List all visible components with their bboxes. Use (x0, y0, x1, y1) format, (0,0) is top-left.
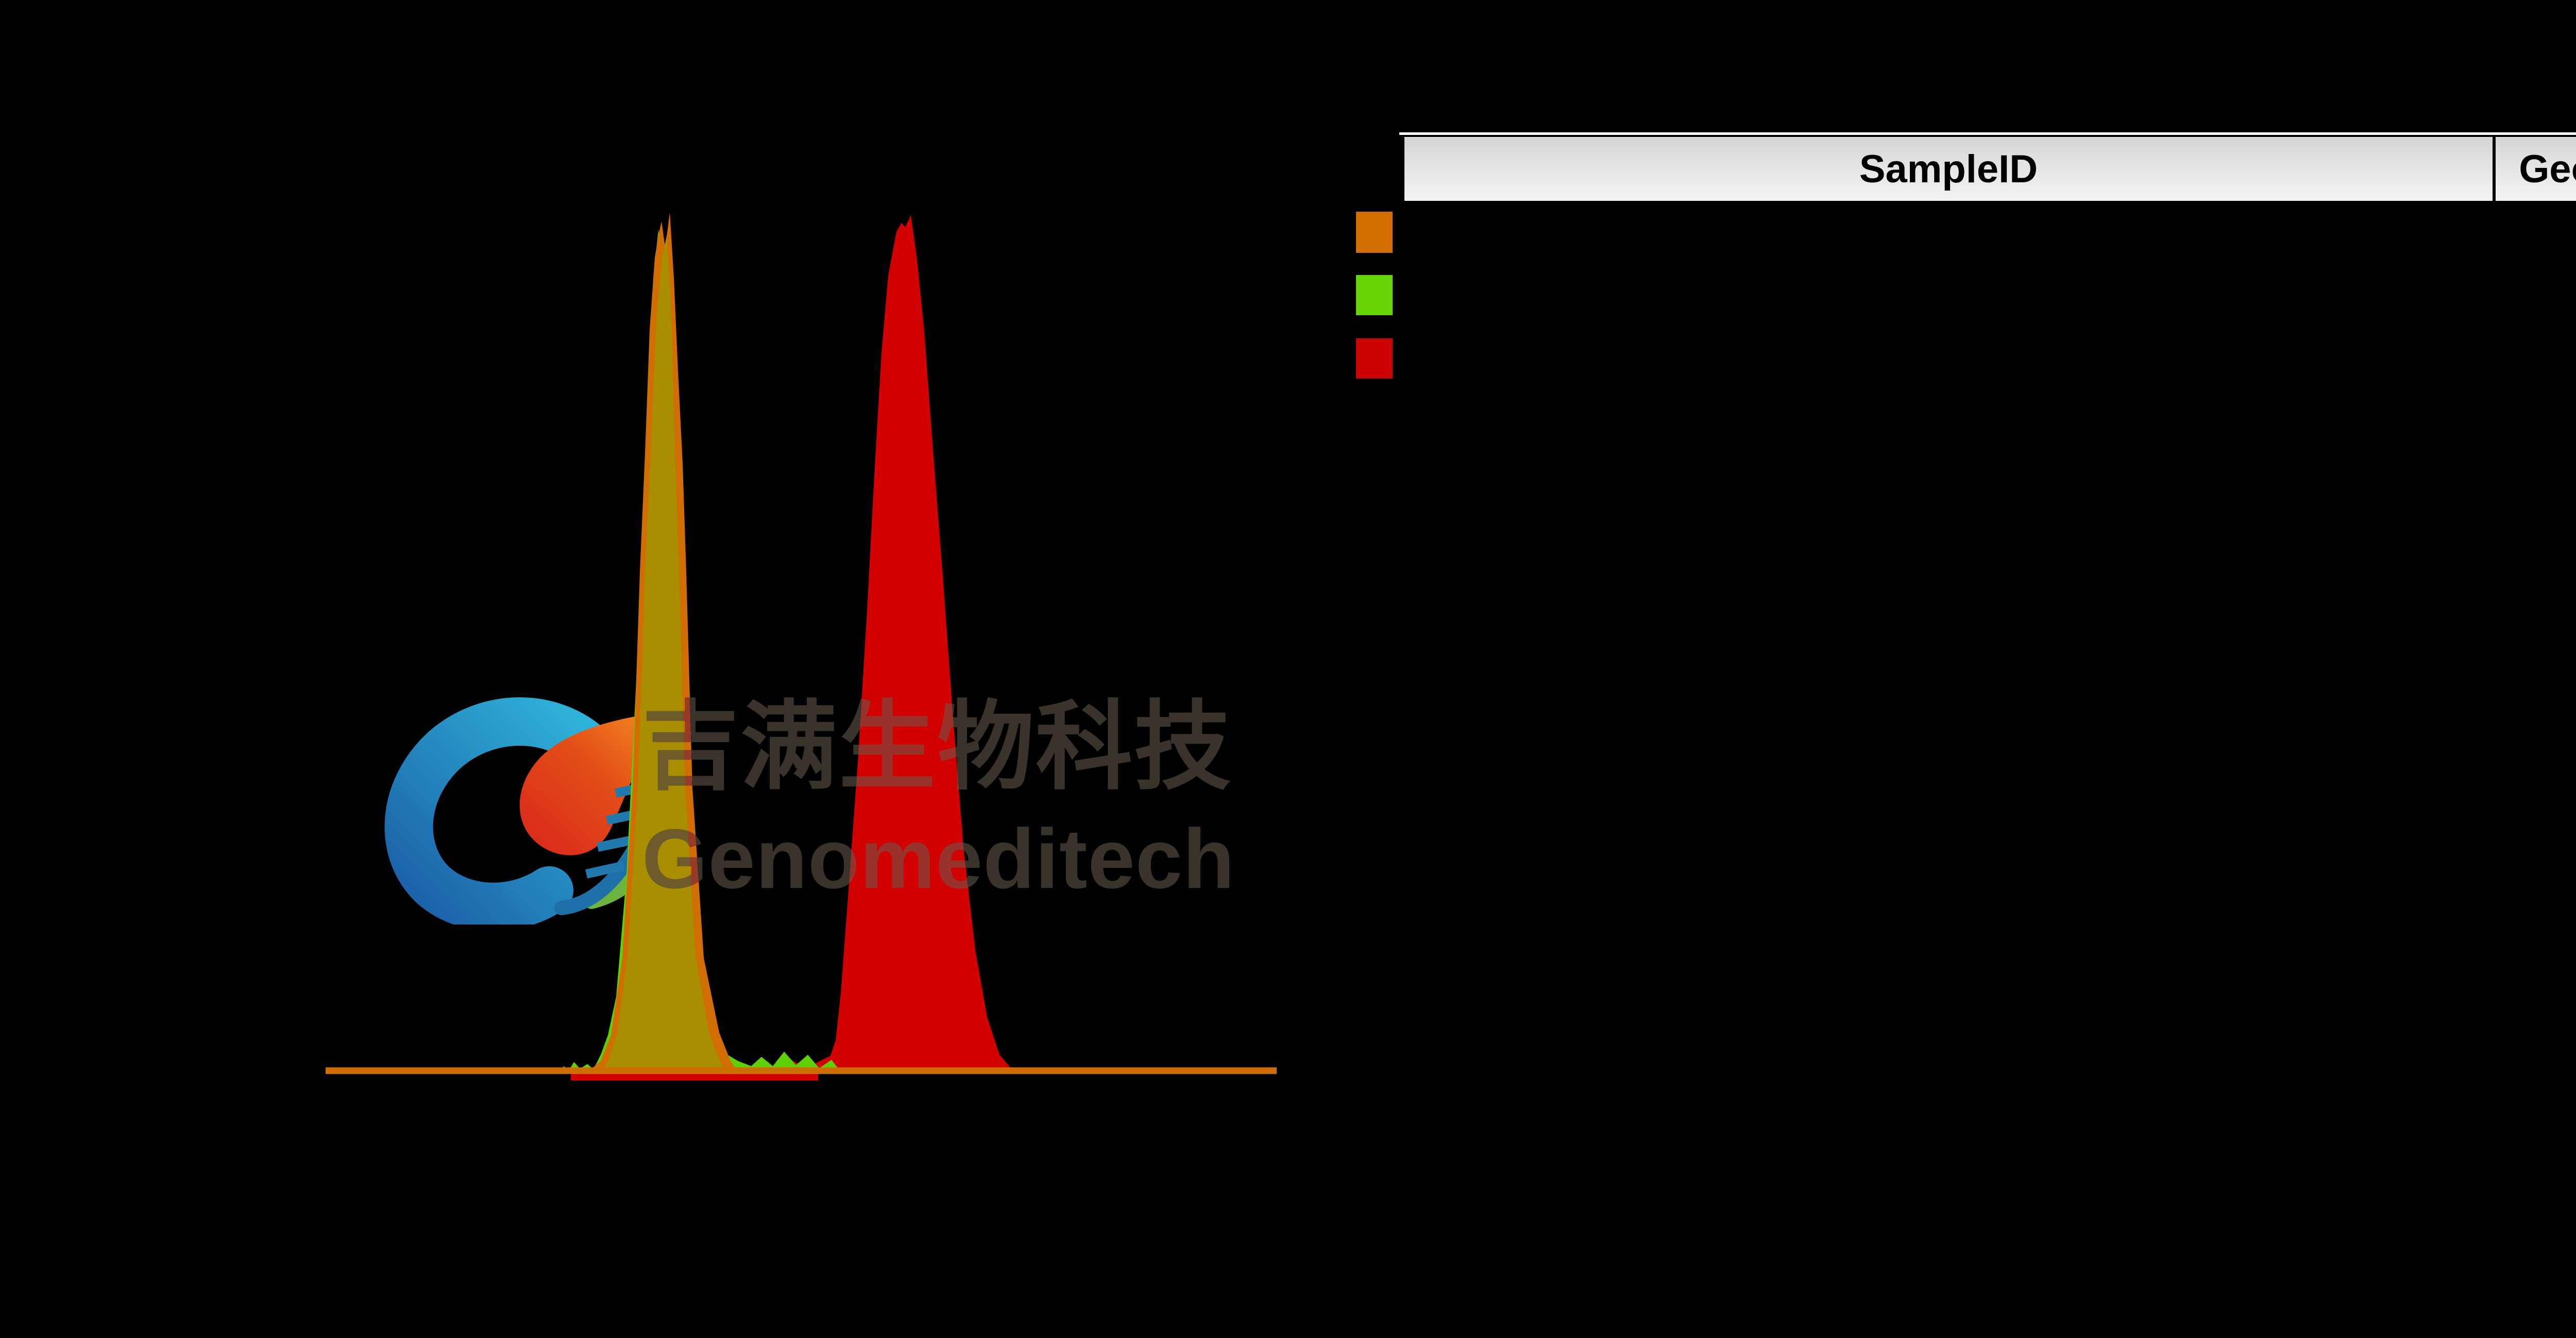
histogram-layers (326, 212, 1277, 1080)
legend-swatch-green (1356, 275, 1393, 315)
watermark-cn-text: 吉满生物科技 (642, 693, 1232, 801)
red-baseline-strip (571, 1072, 818, 1080)
legend-swatch-red (1356, 338, 1393, 379)
table-top-border (1399, 132, 2576, 135)
watermark-en-text: Genomeditech (642, 812, 1235, 906)
logo-blue-swirl-icon (384, 697, 614, 924)
table-header-row: SampleID Geometric Mean : RL1-H (1399, 137, 2576, 201)
legend (1356, 212, 1393, 382)
legend-swatch-orange (1356, 212, 1393, 253)
logo-flame-icon (519, 712, 670, 855)
red-sample-area (762, 215, 1089, 1074)
table-header-sampleid: SampleID (1404, 137, 2493, 201)
orange-green-overlap-area (600, 236, 727, 1074)
results-table: SampleID Geometric Mean : RL1-H (1399, 132, 2576, 201)
table-header-geometric-mean: Geometric Mean : RL1-H (2496, 137, 2576, 201)
